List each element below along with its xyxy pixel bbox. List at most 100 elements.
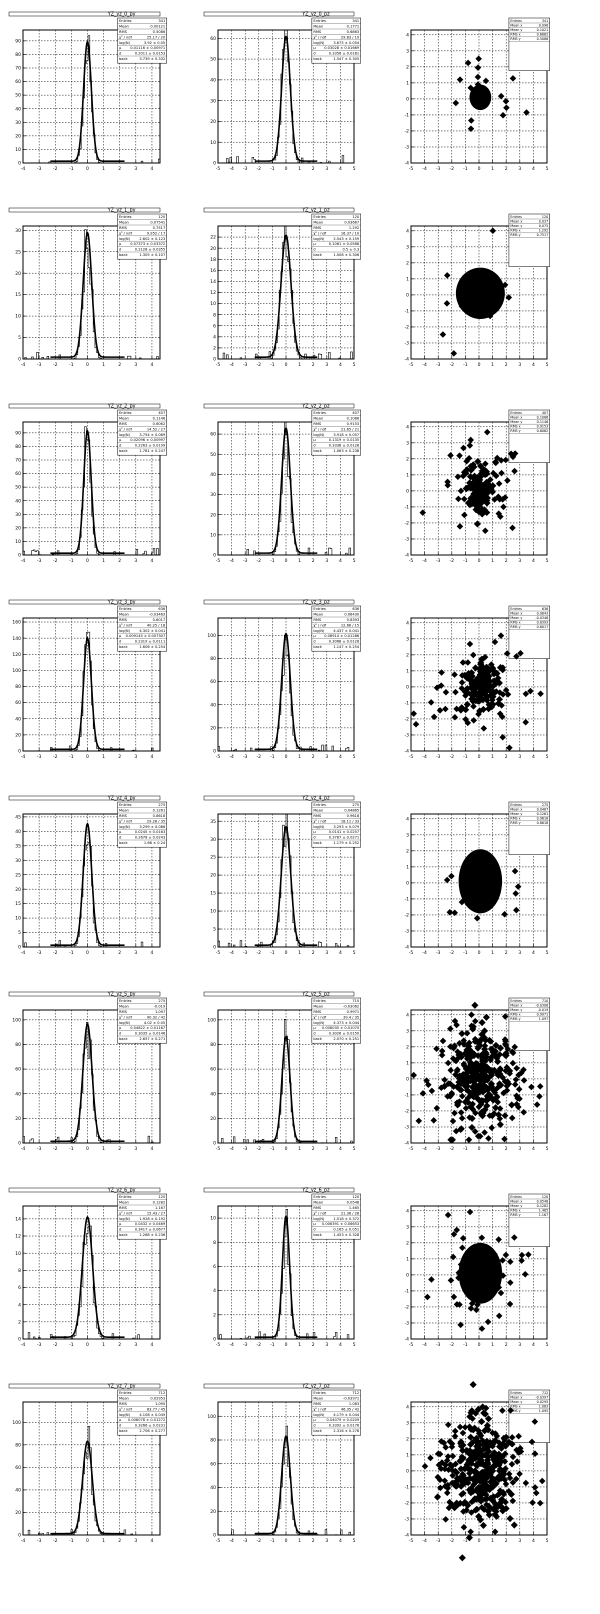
y-tick-label: 0 [213,161,216,167]
stats-label: Mean [313,25,323,29]
y-tick-label: 20 [210,725,216,731]
y-tick-label: 40 [210,472,216,478]
stats-label: RMS y [510,1213,520,1217]
x-tick-label: 5 [353,1146,356,1152]
x-tick-label: -2 [53,1342,58,1348]
x-tick-label: -2 [450,1146,455,1152]
x-tick-label: 4 [532,950,535,956]
title-bar [8,795,161,801]
x-tick-label: -2 [450,166,455,172]
stats-label: RMS [119,1206,128,1210]
y-tick-label: 4 [406,424,409,430]
y-tick-label: -4 [405,749,410,755]
stats-label: Mean [313,1005,323,1009]
x-tick-label: -4 [21,362,26,368]
stats-label: log(N) [119,1413,131,1417]
x-tick-label: -1 [270,558,275,564]
stats-label: RMS [119,814,128,818]
x-tick-label: 1 [491,950,494,956]
title-bar [8,599,161,605]
x-tick-label: 2 [505,362,508,368]
stats-label: RMS [119,1010,128,1014]
y-tick-label: 100 [207,633,216,639]
scatter-point [457,487,465,495]
histogram-bars [218,421,354,556]
x-tick-label: -2 [257,950,262,956]
histogram-title: YZ_yz_5_py [107,991,136,997]
x-tick-label: -3 [436,754,441,760]
stats-value: -0.03062 [343,1005,359,1009]
x-tick-label: -4 [21,1146,26,1152]
y-tick-label: 100 [12,1017,21,1023]
scatter-point [470,717,478,724]
stats-box [311,1193,361,1240]
title-bar [203,795,355,801]
x-tick-label: 5 [353,166,356,172]
y-tick-label: 60 [210,1461,216,1467]
stats-value: 0.1319 ± 0.0135 [329,438,359,442]
scatter-point [483,663,490,671]
stats-label: σ [119,444,122,448]
x-tick-label: 2 [505,950,508,956]
y-tick-label: 20 [210,1116,216,1122]
x-tick-label: -1 [69,1342,74,1348]
y-tick-label: -3 [405,1321,410,1327]
x-tick-label: -1 [69,362,74,368]
x-tick-label: 0 [478,754,481,760]
x-tick-label: 3 [325,1146,328,1152]
y-tick-label: 20 [15,1510,21,1516]
stats-label: RMS y [510,821,520,825]
y-tick-label: 40 [15,1091,21,1097]
y-tick-label: -2 [405,129,410,135]
stats-value: 0.2319 ± 0.0111 [135,640,165,644]
stats-value: 1.147 ± 0.254 [333,645,360,649]
y-tick-label: 30 [15,120,21,126]
stats-box [311,409,361,456]
stats-label: back [119,645,128,649]
stats-label: μ [119,438,122,442]
stats-label: σ [119,1228,122,1232]
x-tick-label: -1 [69,166,74,172]
stats-value: -0.0346 [535,616,548,620]
y-tick-label: -4 [405,1141,410,1147]
x-tick-label: -4 [229,1342,234,1348]
y-tick-label: 140 [12,636,21,642]
x-tick-label: 0 [478,558,481,564]
stats-value: 0.3338 ± 0.0128 [329,444,360,448]
stats-value: 0.1086 [537,415,549,419]
x-tick-label: 0 [86,166,89,172]
x-tick-label: -1 [270,1342,275,1348]
stats-label: χ² / ndf [119,1211,133,1215]
scatter-point [489,696,496,704]
stats-value: -0.019 [154,1005,166,1009]
stats-value: 341 [542,19,548,23]
scatter-point [478,498,485,506]
stats-value: 712 [352,1391,359,1395]
stats-label: Mean x [510,807,522,811]
x-tick-label: 4 [339,362,342,368]
y-tick-label: 8 [18,1268,21,1274]
histogram-bars [218,1209,354,1340]
x-tick-label: -5 [409,950,414,956]
scatter-point [455,495,462,503]
x-tick-label: 3 [134,950,137,956]
y-tick-label: 80 [210,656,216,662]
scatter-point [525,1251,532,1258]
stats-value: 1.167 [155,1206,165,1210]
stats-label: Entries [510,803,522,807]
stats-label: RMS x [510,1013,520,1017]
stats-value: 1.095 [539,1409,548,1413]
x-tick-label: 0 [285,558,288,564]
scatter-point [499,111,507,119]
x-tick-label: -3 [436,558,441,564]
stats-value: 0.02096 ± 0.00997 [130,438,165,442]
stats-value: 275 [352,803,359,807]
x-tick-label: -2 [257,362,262,368]
stats-value: 407 [158,411,165,415]
x-tick-label: -4 [21,950,26,956]
stats-label: χ² / ndf [119,1407,133,1411]
stats-label: log(N) [313,825,325,829]
scatter-point [447,452,454,459]
scatter-point [459,659,467,666]
scatter-point [489,692,496,699]
